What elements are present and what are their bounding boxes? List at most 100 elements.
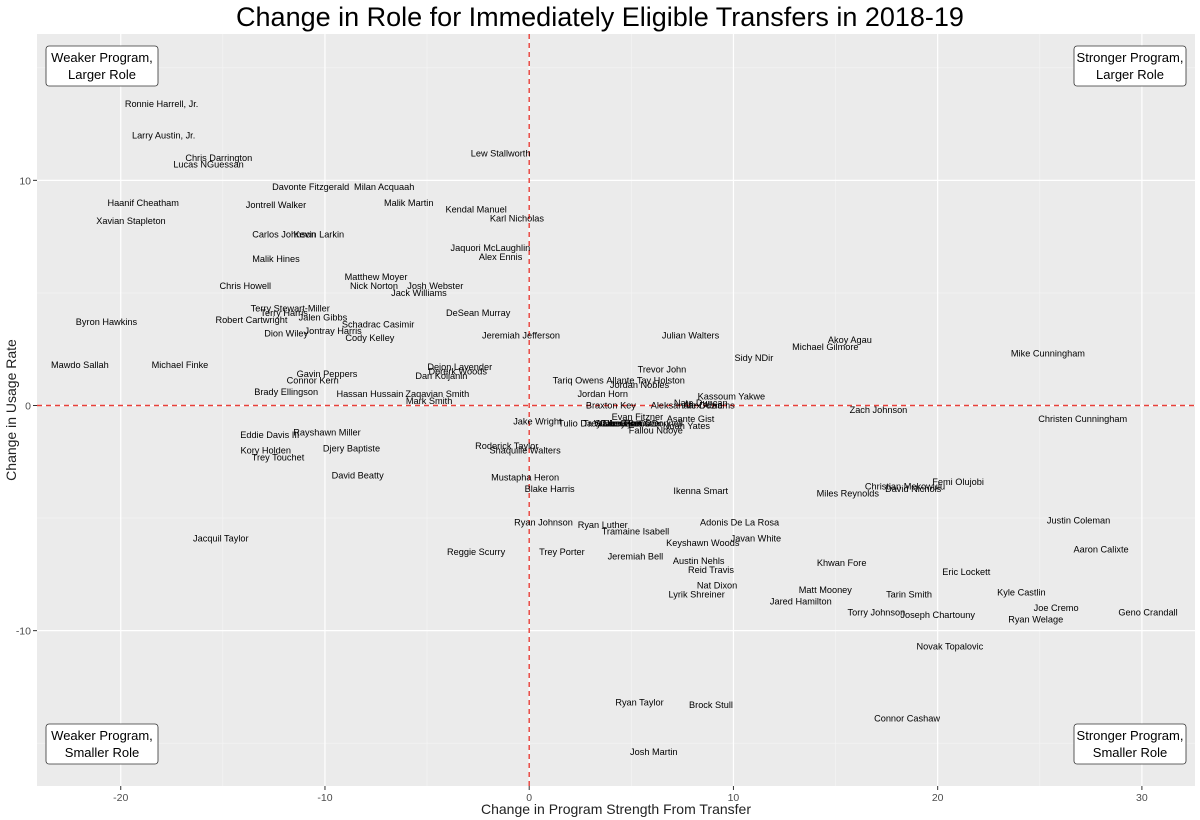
y-tick-label: 0 — [25, 400, 31, 412]
point-label: Javan White — [731, 533, 782, 543]
point-label: Byron Hawkins — [76, 317, 138, 327]
x-tick-label: -10 — [317, 792, 332, 804]
point-label: Josh Martin — [630, 747, 678, 757]
point-label: Aleksandar Dozic — [651, 400, 723, 410]
point-label: Michael Gilmore — [792, 342, 858, 352]
point-label: Davonte Fitzgerald — [272, 182, 349, 192]
point-label: Carlos Johnson — [252, 229, 316, 239]
point-label: Dan Koljanin — [415, 371, 467, 381]
point-label: Khwan Fore — [817, 558, 867, 568]
point-label: Sidy NDir — [734, 353, 773, 363]
quadrant-label-top-right: Stronger Program, Larger Role — [1073, 45, 1187, 87]
chart-title: Change in Role for Immediately Eligible … — [236, 2, 964, 32]
point-label: Noah Yates — [663, 421, 711, 431]
point-label: Kory Holden — [240, 446, 291, 456]
point-label: Dererk Woods — [428, 367, 487, 377]
point-label: Lucas NGuessan — [173, 160, 243, 170]
point-label: Casey Benson — [599, 419, 659, 429]
point-label: Allante Tay Holston — [606, 376, 684, 386]
point-label: Adonis De La Rosa — [700, 518, 780, 528]
point-label: Milan Acquaah — [354, 182, 414, 192]
point-label: Nate Duncan — [674, 398, 728, 408]
point-label: Cody Kelley — [345, 333, 394, 343]
point-label: Nick Norton — [350, 281, 398, 291]
x-tick-label: 30 — [1136, 792, 1148, 804]
point-label: Tramaine Isabell — [602, 527, 670, 537]
point-label: Tariq Owens — [553, 376, 604, 386]
point-label: Shaquille Walters — [490, 446, 562, 456]
point-label: Geno Crandall — [1118, 608, 1177, 618]
point-label: Eric Lockett — [942, 567, 990, 577]
point-label: Braxton Key — [586, 400, 636, 410]
point-label: Ryan Taylor — [615, 698, 663, 708]
point-label: Hassan Hussain — [336, 389, 403, 399]
point-label: Kassoum Yakwe — [698, 391, 766, 401]
point-label: Jordan Nobles — [610, 380, 670, 390]
point-label: Brady Ellingson — [254, 387, 318, 397]
point-label: Mawdo Sallah — [51, 360, 109, 370]
point-label: Jordan Horn — [577, 389, 628, 399]
point-label: Evan Fitzner — [612, 412, 664, 422]
point-label: Jeremiah Jefferson — [482, 331, 560, 341]
quadrant-label-text: Smaller Role — [1093, 745, 1167, 760]
point-label: Austin Nehls — [673, 556, 725, 566]
quadrant-label-text: Larger Role — [1096, 67, 1164, 82]
point-label: David Nichols — [885, 484, 942, 494]
point-label: Christen Cunningham — [1038, 414, 1127, 424]
point-label: David Beatty — [332, 470, 384, 480]
quadrant-label-text: Stronger Program, — [1077, 728, 1184, 743]
point-label: Roderick Taylor — [475, 441, 538, 451]
point-label: Trey Dosunmu — [583, 419, 643, 429]
point-label: Malik Hines — [252, 254, 300, 264]
point-label: Larry Austin, Jr. — [132, 130, 195, 140]
point-label: Julian Walters — [662, 331, 720, 341]
point-label: Christian Mekowulu — [865, 482, 945, 492]
point-label: Tulio Da Silva — [558, 419, 615, 429]
reference-lines — [37, 34, 1195, 786]
point-label: Malik Martin — [384, 198, 434, 208]
point-label: Trey Porter — [539, 547, 585, 557]
quadrant-label-box — [45, 45, 159, 87]
point-label: Lew Stallworth — [471, 148, 531, 158]
point-label: Rayshawn Miller — [293, 428, 360, 438]
x-tick-label: 20 — [932, 792, 944, 804]
quadrant-label-box — [1073, 723, 1187, 765]
point-label: Jalen Gibbs — [299, 313, 348, 323]
quadrant-label-top-left: Weaker Program, Larger Role — [45, 45, 159, 87]
point-label: Terry Stewart-Miller — [251, 304, 330, 314]
point-label: Josh Webster — [407, 281, 463, 291]
x-tick-label: -20 — [113, 792, 128, 804]
point-label: Robert Cartwright — [215, 315, 287, 325]
point-label: Connor Kern — [287, 376, 339, 386]
point-label: Joseph Chartouny — [900, 610, 975, 620]
quadrant-label-bottom-right: Stronger Program, Smaller Role — [1073, 723, 1187, 765]
point-label: Haanif Cheatham — [107, 198, 179, 208]
point-label: Kevin Larkin — [294, 229, 345, 239]
point-label: Ryan ODonnell — [621, 419, 683, 429]
point-label: Djery Baptiste — [323, 443, 380, 453]
point-label: Trey Touchet — [252, 452, 305, 462]
point-label: Terry Harris — [260, 308, 308, 318]
point-label: Novak Topalovic — [917, 641, 984, 651]
point-label: Jeremiah Bell — [608, 551, 664, 561]
point-labels: Ronnie Harrell, Jr. Larry Austin, Jr. Chri… — [51, 99, 1178, 757]
y-axis-label: Change in Usage Rate — [3, 339, 19, 481]
point-label: Jaquori McLaughlin — [451, 243, 531, 253]
point-label: Michael Finke — [152, 360, 209, 370]
point-label: Walker Bell — [594, 419, 640, 429]
point-label: Keyshawn Woods — [666, 538, 740, 548]
point-label: Jontray Harris — [305, 326, 363, 336]
quadrant-label-text: Larger Role — [68, 67, 136, 82]
x-tick-label: 10 — [728, 792, 740, 804]
point-label: Trevor John — [638, 364, 687, 374]
point-label: Justin Coleman — [1047, 515, 1110, 525]
quadrant-label-text: Smaller Role — [65, 745, 139, 760]
point-label: Joe Cremo — [1034, 603, 1079, 613]
point-label: Jacquil Taylor — [193, 533, 249, 543]
y-tick-label: -10 — [16, 626, 31, 638]
point-label: Jared Hamilton — [770, 596, 832, 606]
point-label: Karl Nicholas — [490, 214, 545, 224]
point-label: Asante Gist — [667, 414, 715, 424]
point-label: Fallou Ndoye — [629, 425, 683, 435]
